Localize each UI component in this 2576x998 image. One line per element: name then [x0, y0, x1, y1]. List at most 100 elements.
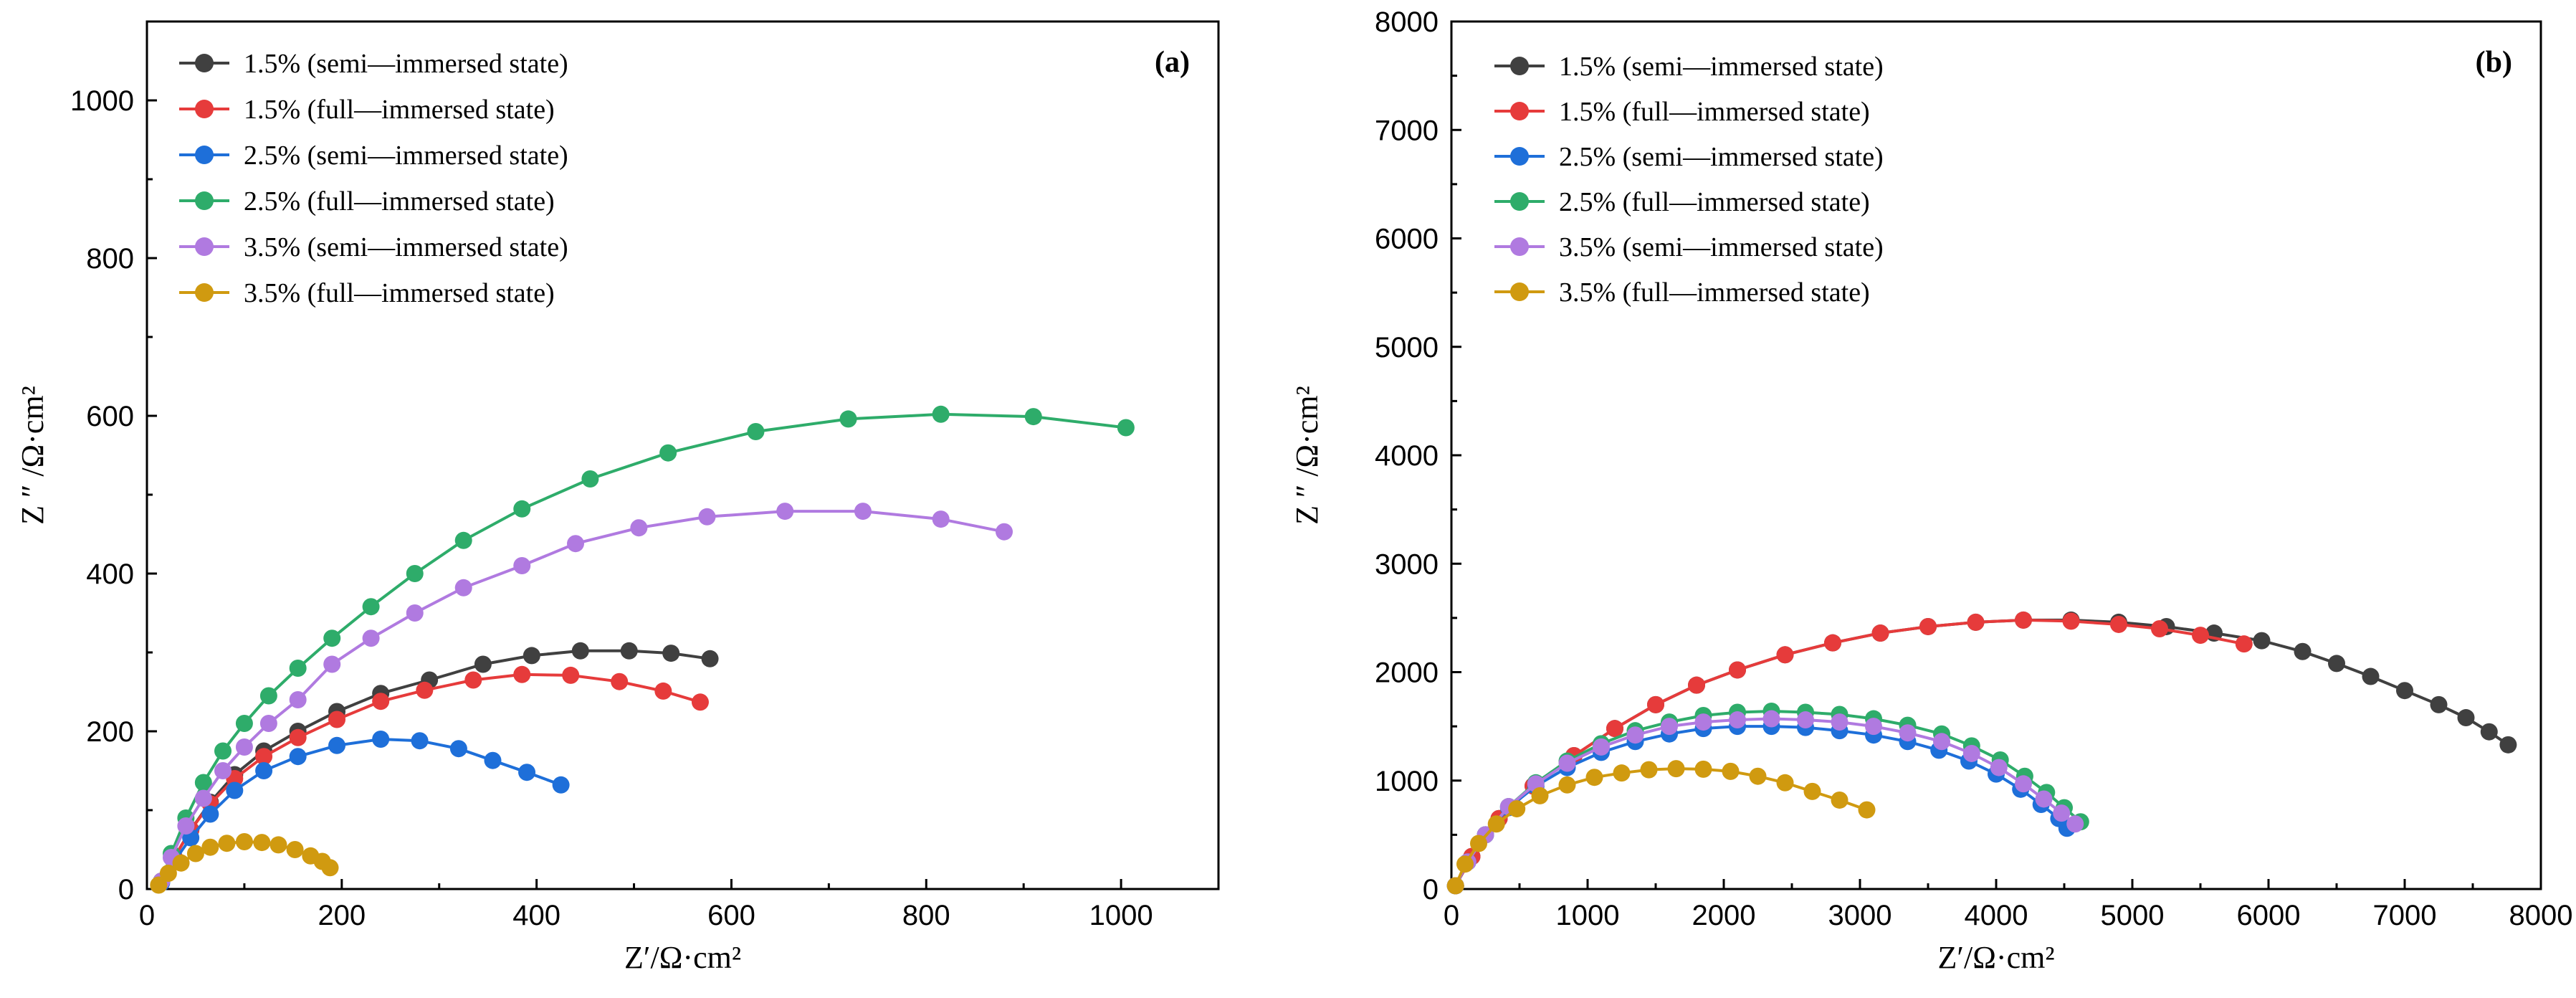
data-point [1729, 661, 1746, 679]
y-tick-label-b: 5000 [1375, 332, 1439, 363]
data-point [289, 691, 307, 708]
series-b-3 [1446, 718, 2076, 895]
y-tick-label-b: 2000 [1375, 657, 1439, 689]
legend-marker-b [1510, 282, 1529, 301]
x-tick-label-a: 800 [902, 900, 950, 931]
data-point [323, 655, 341, 673]
data-point [194, 789, 212, 807]
data-point [328, 711, 346, 728]
data-point [2294, 642, 2312, 660]
data-point [214, 762, 232, 779]
legend-marker-b [1510, 147, 1529, 166]
data-point [289, 728, 307, 746]
x-tick-label-b: 0 [1444, 900, 1459, 931]
data-point [177, 817, 195, 835]
data-point [1613, 764, 1631, 782]
data-point [259, 687, 277, 705]
legend-label-b: 2.5% (semi—immersed state) [1559, 142, 1884, 172]
y-tick-label-a: 1000 [70, 85, 134, 117]
data-point [654, 682, 672, 700]
data-point [1508, 800, 1526, 818]
legend-marker-a [195, 283, 214, 302]
data-point [1797, 711, 1814, 729]
panel-label-a: (a) [1155, 46, 1190, 79]
data-point [2480, 723, 2498, 741]
data-point [662, 645, 680, 662]
data-point [1871, 624, 1889, 642]
data-point [1487, 815, 1505, 833]
x-tick-label-a: 0 [139, 900, 155, 931]
y-tick-label-a: 600 [86, 401, 134, 432]
data-point [2430, 695, 2448, 713]
series-line [1454, 709, 2082, 887]
data-point [255, 762, 273, 779]
axes-frame-a [146, 20, 1220, 890]
legend-marker-a [195, 237, 214, 256]
x-tick-label-a: 600 [707, 900, 755, 931]
x-tick-label-b: 1000 [1556, 900, 1620, 931]
data-point [562, 666, 580, 684]
data-point [1899, 724, 1917, 742]
data-point [1558, 754, 1576, 772]
data-point [1661, 718, 1678, 736]
x-tick-label-b: 8000 [2509, 900, 2573, 931]
x-axis-label-b: Z′/Ω·cm² [1937, 940, 2054, 975]
data-point [464, 671, 482, 689]
x-tick-label-b: 6000 [2237, 900, 2301, 931]
data-point [932, 510, 950, 528]
y-axis-label-b: Z ″ /Ω·cm² [1289, 386, 1325, 525]
data-point [1024, 408, 1042, 426]
data-point [698, 508, 716, 526]
series-a-3 [153, 731, 570, 892]
legend-label-a: 2.5% (full—immersed state) [244, 186, 555, 217]
data-point [1688, 676, 1705, 694]
data-point [372, 731, 390, 748]
series-line [160, 673, 701, 882]
series-a-1 [153, 642, 719, 890]
y-tick-label-a: 200 [86, 716, 134, 748]
data-point [1585, 769, 1603, 786]
panel-label-b: (b) [2476, 46, 2512, 79]
y-tick-label-b: 0 [1423, 874, 1439, 906]
x-tick-label-b: 2000 [1692, 900, 1756, 931]
data-point [776, 503, 794, 521]
x-tick-label-b: 3000 [1828, 900, 1892, 931]
legend-label-b: 1.5% (full—immersed state) [1559, 97, 1870, 127]
data-point [218, 835, 236, 852]
y-tick-label-b: 6000 [1375, 224, 1439, 255]
y-axis-label-a: Z ″ /Ω·cm² [15, 386, 50, 525]
data-point [581, 470, 599, 488]
data-point [289, 748, 307, 766]
data-point [513, 665, 531, 683]
legend-label-a: 1.5% (full—immersed state) [244, 95, 555, 125]
data-point [253, 834, 271, 852]
legend-marker-b [1510, 102, 1529, 120]
data-point [2066, 815, 2084, 833]
data-point [2396, 682, 2413, 700]
data-point [1803, 782, 1821, 800]
data-point [372, 693, 390, 711]
data-point [1626, 726, 1644, 744]
data-point [1640, 761, 1658, 779]
data-point [2192, 627, 2209, 645]
data-point [2062, 612, 2080, 630]
data-point [630, 519, 648, 537]
y-tick-label-b: 8000 [1375, 6, 1439, 38]
x-tick-label-a: 1000 [1089, 900, 1153, 931]
data-point [362, 629, 380, 647]
x-tick-label-a: 400 [512, 900, 560, 931]
data-point [323, 629, 341, 647]
data-point [2015, 611, 2032, 629]
y-tick-label-a: 400 [86, 559, 134, 590]
data-point [449, 740, 467, 758]
x-tick-label-b: 7000 [2373, 900, 2437, 931]
data-point [1831, 791, 1848, 809]
data-point [1749, 767, 1767, 785]
data-point [513, 557, 531, 574]
legend-marker-a [195, 191, 214, 210]
data-point [1962, 744, 1980, 762]
data-point [416, 681, 434, 699]
series-a-4 [153, 405, 1135, 890]
data-point [518, 764, 536, 781]
data-point [1824, 634, 1841, 652]
